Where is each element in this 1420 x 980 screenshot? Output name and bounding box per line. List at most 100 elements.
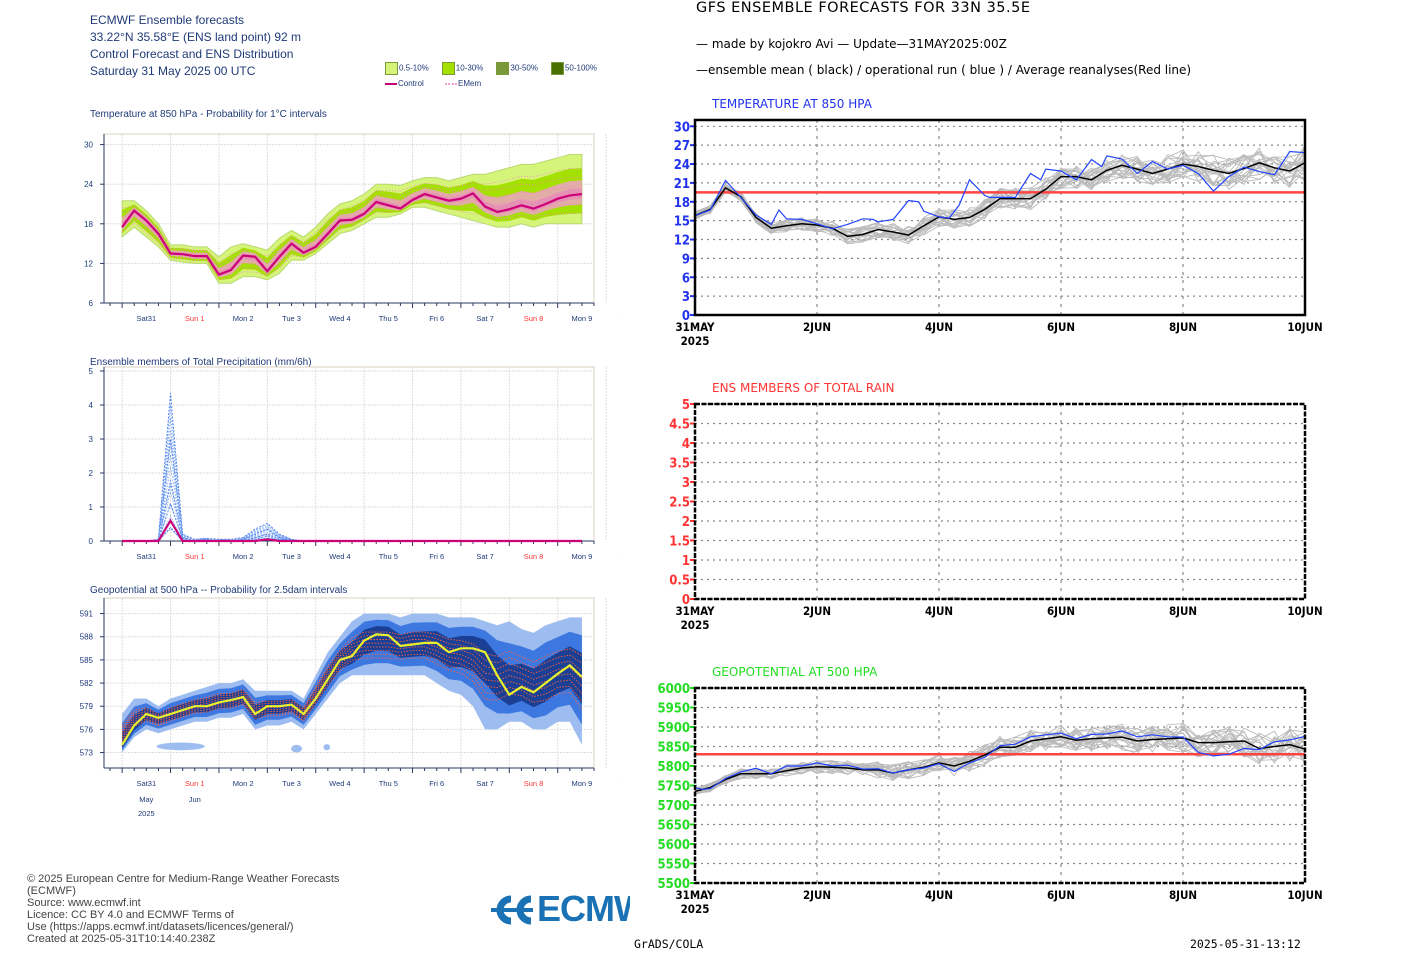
- ensemble-member-line: [121, 194, 582, 273]
- x-tick-label: 8JUN: [1169, 604, 1197, 618]
- x-year-label: 2025: [681, 618, 710, 632]
- ensemble-member-line: [694, 147, 1306, 241]
- y-tick-label: 0: [682, 309, 690, 324]
- gfs-title: GFS ENSEMBLE FORECASTS FOR 33N 35.5E: [696, 0, 1031, 16]
- legend-bin-2: 30-50%: [496, 62, 538, 75]
- operational-run-line: [694, 730, 1306, 791]
- ecmwf-header-line1: ECMWF Ensemble forecasts: [90, 13, 245, 27]
- x-day-label: Sat31: [137, 314, 157, 323]
- plot-frame: [693, 686, 1307, 885]
- y-tick-label: 3: [682, 290, 690, 305]
- legend-bin-label: 30-50%: [510, 63, 538, 73]
- x-tick-label: 31MAY: [675, 320, 715, 334]
- ecmwf-t850-chart: 6 12 18 24 30 Sat31 Sun 1 Mon 2 Tue 3 Wed 4 Thu 5 F…: [84, 133, 620, 323]
- ensemble-member-line: [121, 202, 582, 280]
- y-tick-label: 5: [682, 398, 690, 413]
- x-tick-label: 8JUN: [1169, 888, 1197, 902]
- x-day-label: Sun 1: [185, 552, 205, 561]
- ensemble-member-line: [694, 725, 1306, 790]
- ensemble-member-line: [121, 186, 582, 270]
- ecmwf-z500-chart: 573 576 579 582 585 588 591 Sat31 Sun 1 Mon 2 Tue …: [80, 597, 620, 818]
- legend-bin-label: 0.5-10%: [399, 63, 429, 73]
- month-label-may: May: [139, 795, 153, 804]
- control-legend-label: Control: [398, 79, 424, 88]
- y-tick-label: 5900: [657, 721, 690, 736]
- ensemble-member-line: [121, 642, 583, 733]
- y-tick-label: 5550: [657, 858, 690, 873]
- y-tick-label: 2: [89, 469, 94, 478]
- x-tick-label: 8JUN: [1169, 320, 1197, 334]
- ecmwf-footer: © 2025 European Centre for Medium-Range …: [27, 873, 339, 945]
- year-label: 2025: [138, 809, 155, 818]
- y-tick-label: 21: [674, 177, 690, 192]
- y-tick-label: 4.5: [669, 418, 690, 433]
- x-year-label: 2025: [681, 334, 710, 348]
- plot-frame: [693, 118, 1307, 317]
- y-tick-label: 3: [682, 476, 690, 491]
- y-tick-label: 24: [674, 158, 690, 173]
- x-day-label: Tue 3: [282, 552, 301, 561]
- ensemble-member-line: [122, 479, 582, 542]
- ecmwf-legend: 0.5-10% 10-30% 30-50% 50-100% Control EMem: [385, 62, 610, 88]
- ensemble-member-line: [121, 650, 583, 738]
- gfs-t850-chart: 0 3 6 9 12 15 18 21 24 27 30 31MAY 2JUN 4JUN 6JUN 8JUN 1…: [674, 118, 1323, 348]
- control-legend-swatch: [385, 82, 397, 85]
- x-day-label: Tue 3: [282, 314, 301, 323]
- y-tick-label: 4: [682, 437, 690, 452]
- y-tick-label: 12: [674, 234, 690, 249]
- x-tick-label: 2JUN: [803, 888, 831, 902]
- x-day-label: Sat31: [137, 552, 157, 561]
- ensemble-member-line: [122, 502, 582, 542]
- y-tick-label: 18: [674, 196, 690, 211]
- x-day-label: Mon 2: [233, 314, 254, 323]
- legend-bin-swatch: [385, 62, 398, 75]
- footer-created: Created at 2025-05-31T10:14:40.238Z: [27, 933, 216, 945]
- ecmwf-header-subtitle: Control Forecast and ENS Distribution: [90, 47, 294, 61]
- x-day-label: Sat31: [137, 779, 157, 788]
- month-label-jun: Jun: [189, 795, 201, 804]
- x-day-label: Mon 9: [571, 779, 592, 788]
- y-tick-label: 1.5: [669, 535, 690, 550]
- y-tick-label: 2: [682, 515, 690, 530]
- ecmwf-precip-chart: 0 1 2 3 4 5 Sat31 Sun 1 Mon 2 Tue 3 Wed 4 Thu 5 Fri …: [89, 366, 620, 561]
- x-tick-label: 10JUN: [1287, 604, 1322, 618]
- y-tick-label: 6: [89, 299, 94, 308]
- x-day-label: Sun 8: [524, 552, 544, 561]
- ecmwf-logo: ECMWF: [489, 890, 630, 930]
- legend-bin-label: 10-30%: [455, 63, 484, 73]
- x-day-label: Tue 3: [282, 779, 301, 788]
- x-tick-label: 2JUN: [803, 320, 831, 334]
- legend-bin-0: 0.5-10%: [385, 62, 429, 75]
- y-tick-label: 6000: [657, 682, 690, 697]
- ensemble-member-line: [694, 725, 1306, 792]
- x-tick-label: 10JUN: [1287, 888, 1322, 902]
- y-tick-label: 0: [682, 593, 690, 608]
- y-tick-label: 5600: [657, 838, 690, 853]
- footer-source: Source: www.ecmwf.int: [27, 897, 141, 909]
- ensemble-member-line: [122, 467, 582, 542]
- y-tick-label: 5850: [657, 741, 690, 756]
- ecmwf-header-date: Saturday 31 May 2025 00 UTC: [90, 64, 256, 78]
- y-tick-label: 582: [80, 679, 94, 688]
- y-tick-label: 5750: [657, 780, 690, 795]
- y-tick-label: 5950: [657, 702, 690, 717]
- gfs-z500-title: GEOPOTENTIAL AT 500 HPA: [712, 665, 878, 679]
- x-day-label: Thu 5: [379, 552, 398, 561]
- legend-bin-3: 50-100%: [550, 62, 597, 75]
- x-day-label: Fri 6: [429, 779, 444, 788]
- x-tick-label: 2JUN: [803, 604, 831, 618]
- plot-frame: [693, 402, 1307, 601]
- x-day-label: Fri 6: [429, 314, 444, 323]
- legend-bin-swatch: [496, 62, 510, 75]
- y-tick-label: 588: [80, 633, 94, 642]
- x-day-label: Mon 2: [233, 779, 254, 788]
- ensemble-member-line: [694, 728, 1306, 795]
- legend-bin-swatch: [441, 62, 455, 75]
- prob-blob: [291, 744, 303, 753]
- y-tick-label: 0: [89, 537, 94, 546]
- x-day-label: Wed 4: [329, 314, 351, 323]
- x-day-label: Sat 7: [476, 779, 494, 788]
- x-tick-label: 4JUN: [925, 320, 953, 334]
- ensemble-member-line: [122, 393, 582, 542]
- y-tick-label: 12: [84, 259, 93, 268]
